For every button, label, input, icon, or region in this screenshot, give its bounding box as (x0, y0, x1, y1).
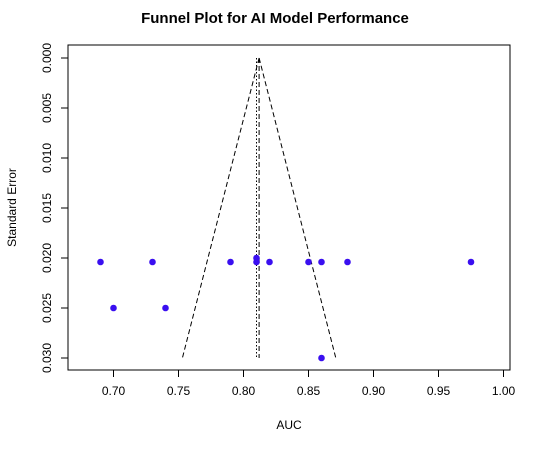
x-axis: 0.70 0.75 0.80 0.85 0.90 0.95 1.00 (102, 369, 516, 398)
data-point (253, 254, 260, 262)
y-tick-label: 0.025 (40, 293, 54, 323)
data-point (227, 258, 234, 266)
data-point (97, 258, 104, 266)
x-tick-label: 0.75 (167, 384, 191, 398)
y-axis-label: Standard Error (5, 168, 19, 247)
reference-lines (181, 57, 337, 359)
x-tick-label: 0.90 (362, 384, 386, 398)
x-tick-label: 0.85 (297, 384, 321, 398)
data-point (318, 258, 325, 266)
data-point (344, 258, 351, 266)
plot-frame (67, 44, 511, 371)
data-point (162, 304, 169, 312)
y-tick-label: 0.015 (40, 193, 54, 223)
data-point (305, 258, 312, 266)
y-tick-label: 0.020 (40, 243, 54, 273)
x-axis-label: AUC (276, 418, 302, 432)
data-point (110, 304, 117, 312)
y-tick-label: 0.010 (40, 143, 54, 173)
x-tick-label: 0.80 (232, 384, 256, 398)
data-point (467, 258, 475, 266)
y-tick-label: 0.005 (40, 93, 54, 123)
x-tick-label: 1.00 (492, 384, 516, 398)
data-point (318, 354, 325, 362)
x-tick-label: 0.95 (427, 384, 451, 398)
y-tick-label: 0.000 (40, 43, 54, 73)
chart-title: Funnel Plot for AI Model Performance (141, 10, 409, 27)
y-tick-label: 0.030 (40, 343, 54, 373)
funnel-right-line (258, 57, 337, 359)
x-tick-label: 0.70 (102, 384, 126, 398)
data-point (149, 258, 156, 266)
data-points (97, 254, 475, 362)
funnel-left-line (181, 57, 260, 359)
data-point (266, 258, 273, 266)
y-axis: 0.000 0.005 0.010 0.015 0.020 0.025 0.030 (40, 43, 69, 373)
